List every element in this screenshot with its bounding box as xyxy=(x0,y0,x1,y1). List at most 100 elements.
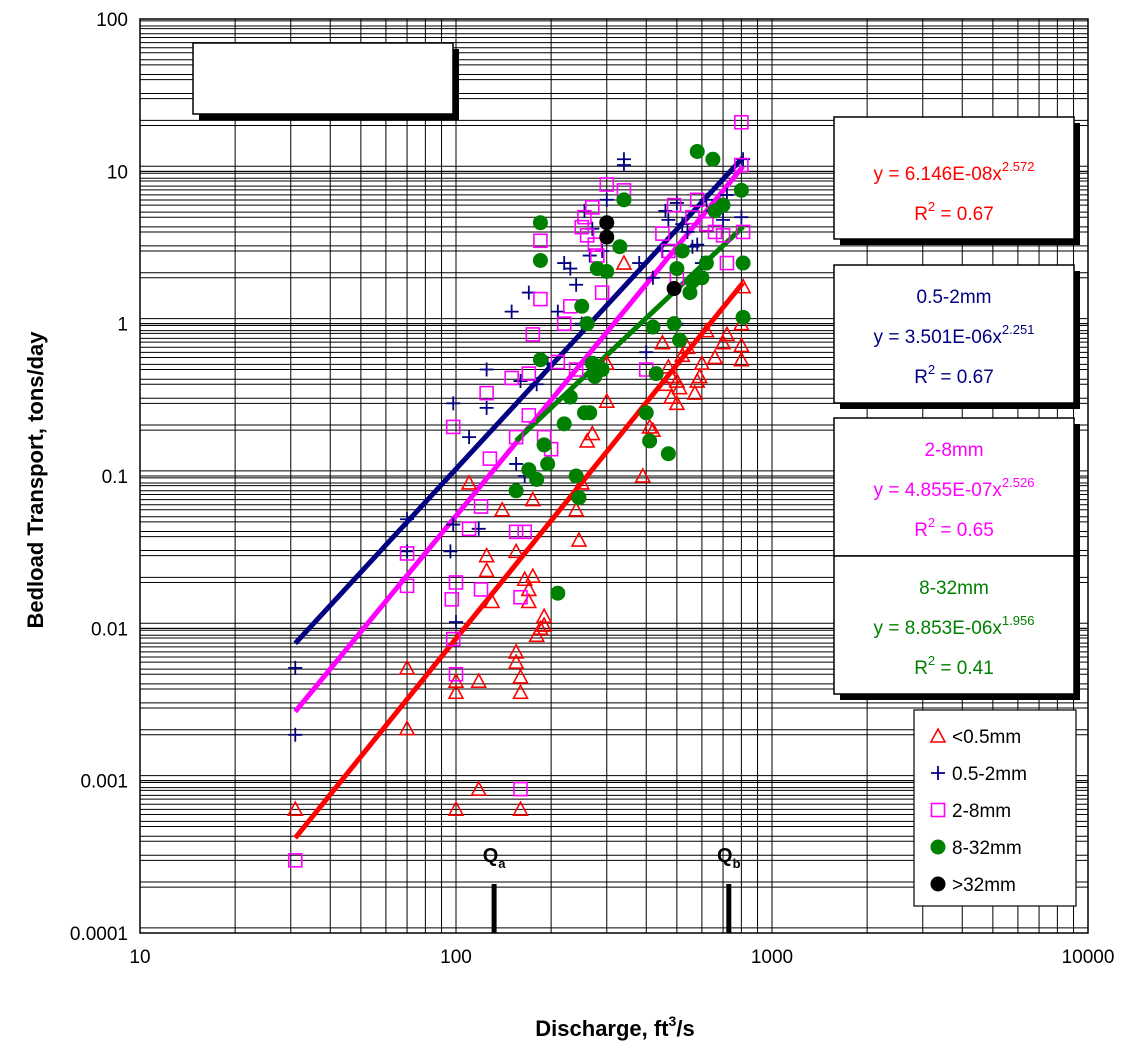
data-point xyxy=(513,781,528,797)
legend-item: <0.5mm xyxy=(929,727,1021,748)
data-point xyxy=(716,212,731,227)
r-squared-text: R2 = 0.41 xyxy=(914,653,994,679)
data-point xyxy=(478,561,495,578)
data-point xyxy=(532,215,548,231)
data-point xyxy=(671,378,688,395)
data-point xyxy=(532,619,549,636)
data-point xyxy=(733,182,749,198)
data-point xyxy=(447,683,465,700)
data-point xyxy=(493,501,511,517)
data-point xyxy=(574,219,590,235)
plot-frame xyxy=(139,18,1089,934)
data-point xyxy=(444,592,460,607)
data-point xyxy=(645,319,661,335)
data-point xyxy=(446,396,461,411)
data-point xyxy=(535,607,553,624)
data-point xyxy=(639,345,654,360)
fit-line-05mm xyxy=(293,281,746,840)
data-point xyxy=(517,524,533,540)
data-point xyxy=(398,659,416,675)
data-point xyxy=(550,304,565,319)
data-point xyxy=(470,780,488,796)
y-tick-label: 1 xyxy=(117,315,128,336)
data-point xyxy=(520,592,538,609)
data-point xyxy=(705,151,721,167)
equation-box-title: 2-8mm xyxy=(924,440,983,461)
data-point xyxy=(599,264,615,280)
data-point xyxy=(540,456,556,472)
data-point xyxy=(446,517,461,532)
r-squared-text: R2 = 0.67 xyxy=(914,199,994,225)
data-point xyxy=(569,277,584,292)
data-point xyxy=(471,521,486,536)
data-point xyxy=(445,631,461,647)
y-axis-title: Bedload Transport, tons/day xyxy=(23,331,48,629)
data-point xyxy=(706,348,724,365)
data-point xyxy=(508,524,524,540)
data-point xyxy=(535,616,553,632)
data-point xyxy=(288,727,303,742)
data-point xyxy=(504,370,519,386)
data-point xyxy=(286,800,304,816)
data-point xyxy=(533,233,548,249)
data-point xyxy=(509,456,524,471)
data-point xyxy=(462,430,477,445)
equation-box-frame xyxy=(833,555,1075,695)
data-point xyxy=(668,394,686,411)
data-point xyxy=(657,375,674,392)
y-tick-label: 0.0001 xyxy=(70,924,128,945)
data-point xyxy=(599,177,615,192)
data-point xyxy=(699,216,714,232)
x-tick-label: 1000 xyxy=(751,947,793,968)
data-point xyxy=(483,592,501,609)
data-point xyxy=(579,316,595,332)
data-point xyxy=(661,212,676,227)
data-point xyxy=(585,200,600,215)
data-point xyxy=(482,451,498,466)
equation-box: 2-8mm y = 4.855E-07x2.526 R2 = 0.65 xyxy=(833,417,1080,562)
legend-item: 2-8mm xyxy=(930,801,1011,822)
y-tick-label: 10 xyxy=(107,162,128,183)
data-point xyxy=(734,157,749,173)
equation-box: y = 6.146E-08x2.572 R2 = 0.67 xyxy=(833,116,1080,245)
data-point xyxy=(679,338,696,355)
x-tick-label: 100 xyxy=(440,947,472,968)
data-point xyxy=(448,575,464,590)
data-point xyxy=(524,490,542,507)
legend-item: >32mm xyxy=(930,875,1016,896)
r-squared-text: R2 = 0.67 xyxy=(914,362,994,388)
data-point xyxy=(479,385,494,401)
data-point xyxy=(616,192,632,208)
data-point xyxy=(694,270,710,286)
data-point xyxy=(715,228,731,243)
equation-box-frame xyxy=(833,264,1075,404)
data-point xyxy=(699,192,714,207)
data-point xyxy=(556,316,572,331)
y-tick-label: 100 xyxy=(96,10,128,31)
data-point xyxy=(673,346,691,363)
x-axis-title: Discharge, ft3/s xyxy=(535,1013,694,1041)
data-point xyxy=(512,683,529,700)
data-point xyxy=(733,351,750,367)
data-point xyxy=(734,114,749,130)
data-point xyxy=(563,261,578,276)
data-point xyxy=(599,192,614,207)
legend-label: 0.5-2mm xyxy=(952,764,1027,785)
data-point xyxy=(686,384,704,400)
data-point xyxy=(714,334,732,350)
data-point xyxy=(598,392,616,408)
data-point xyxy=(641,418,658,434)
data-point xyxy=(449,615,463,630)
data-point xyxy=(660,358,677,374)
data-point xyxy=(507,643,525,659)
data-point xyxy=(698,255,714,271)
data-point xyxy=(512,800,529,816)
data-point xyxy=(529,471,545,487)
data-point xyxy=(556,416,572,432)
legend-item: 0.5-2mm xyxy=(931,764,1027,785)
data-point xyxy=(718,325,736,342)
y-tick-label: 0.1 xyxy=(102,467,128,488)
legend-label: 2-8mm xyxy=(952,801,1011,822)
empty-label-box xyxy=(192,42,459,120)
